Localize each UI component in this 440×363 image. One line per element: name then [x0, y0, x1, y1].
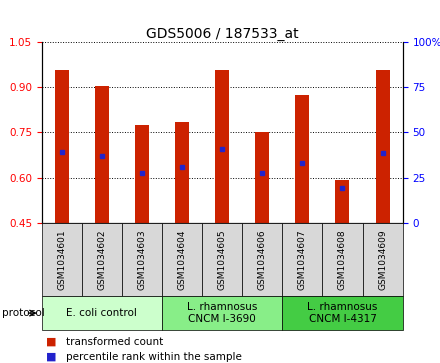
Text: GSM1034603: GSM1034603 [138, 229, 147, 290]
Bar [242, 223, 282, 296]
Text: GSM1034601: GSM1034601 [57, 229, 66, 290]
Bar [255, 132, 269, 223]
Text: GSM1034604: GSM1034604 [178, 229, 187, 290]
Text: ■: ■ [46, 337, 57, 347]
Text: L. rhamnosus
CNCM I-3690: L. rhamnosus CNCM I-3690 [187, 302, 257, 324]
Bar [282, 223, 323, 296]
Bar [162, 296, 282, 330]
Bar [282, 296, 403, 330]
Text: GSM1034606: GSM1034606 [258, 229, 267, 290]
Text: transformed count: transformed count [66, 337, 163, 347]
Bar [376, 70, 389, 223]
Text: GSM1034609: GSM1034609 [378, 229, 387, 290]
Bar [95, 86, 109, 223]
Text: GSM1034602: GSM1034602 [97, 229, 106, 290]
Text: L. rhamnosus
CNCM I-4317: L. rhamnosus CNCM I-4317 [307, 302, 378, 324]
Text: GSM1034607: GSM1034607 [298, 229, 307, 290]
Bar [135, 125, 149, 223]
Bar [323, 223, 363, 296]
Text: E. coli control: E. coli control [66, 308, 137, 318]
Bar [215, 70, 229, 223]
Bar [295, 95, 309, 223]
Text: ■: ■ [46, 352, 57, 362]
Bar [55, 70, 69, 223]
Text: GSM1034608: GSM1034608 [338, 229, 347, 290]
Text: protocol: protocol [2, 308, 45, 318]
Bar [82, 223, 122, 296]
Bar [162, 223, 202, 296]
Bar [42, 223, 82, 296]
Bar [202, 223, 242, 296]
Bar [42, 296, 162, 330]
Bar [122, 223, 162, 296]
Bar [175, 122, 189, 223]
Text: percentile rank within the sample: percentile rank within the sample [66, 352, 242, 362]
Bar [363, 223, 403, 296]
Bar [335, 180, 349, 223]
Title: GDS5006 / 187533_at: GDS5006 / 187533_at [146, 27, 298, 41]
Text: GSM1034605: GSM1034605 [218, 229, 227, 290]
